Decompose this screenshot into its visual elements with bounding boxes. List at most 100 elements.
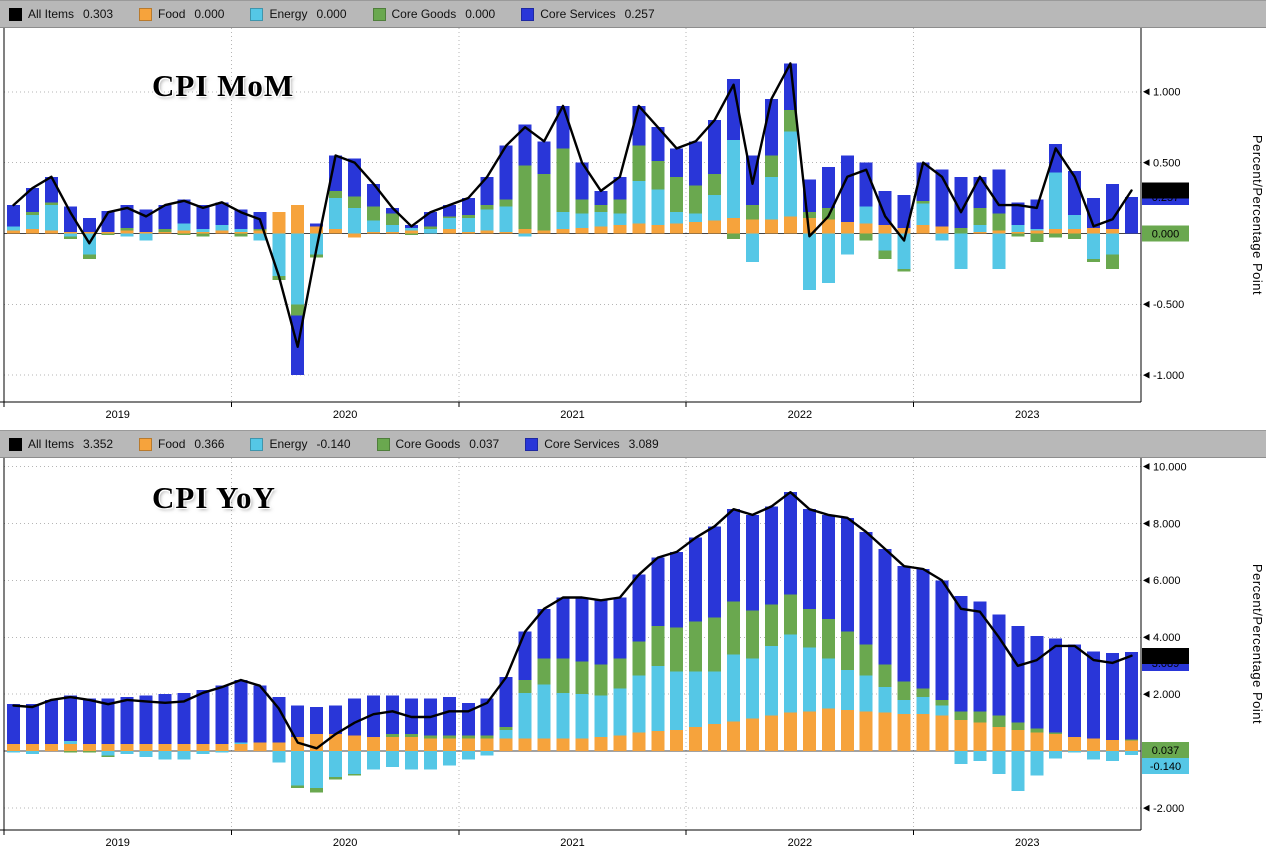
bar-segment-food bbox=[556, 738, 570, 752]
bar-segment-food bbox=[1049, 734, 1063, 752]
y-tick-label: 2.000 bbox=[1153, 689, 1181, 701]
bar-segment-food bbox=[120, 744, 134, 752]
bar-segment-energy bbox=[291, 751, 305, 786]
bar-segment-energy bbox=[196, 751, 210, 755]
bar-segment-food bbox=[158, 232, 172, 234]
legend-item-all-items: All Items 3.352 bbox=[9, 437, 113, 451]
value-badge--0140 bbox=[1142, 758, 1189, 775]
bar-segment-core-services bbox=[1011, 625, 1025, 723]
legend-item-core-services: Core Services 3.089 bbox=[525, 437, 659, 451]
bar-segment-core-services bbox=[63, 695, 77, 742]
core-goods-swatch-icon bbox=[376, 437, 390, 451]
legend-label: Food bbox=[158, 7, 186, 21]
bar-segment-energy bbox=[632, 181, 646, 224]
bar-segment-food bbox=[594, 226, 608, 234]
bar-segment-food bbox=[594, 736, 608, 752]
bar-segment-core-services bbox=[215, 685, 229, 745]
bar-segment-core-goods bbox=[935, 699, 949, 706]
bar-segment-core-services bbox=[689, 141, 703, 186]
bar-segment-core-services bbox=[708, 526, 722, 618]
bar-segment-energy bbox=[367, 751, 381, 770]
bar-segment-core-goods bbox=[878, 664, 892, 688]
bar-segment-core-services bbox=[101, 698, 115, 745]
bar-segment-core-services bbox=[613, 176, 627, 200]
legend-value: 0.257 bbox=[624, 7, 655, 21]
bar-segment-energy bbox=[44, 205, 58, 231]
bar-segment-food bbox=[310, 226, 324, 234]
bar-segment-core-goods bbox=[1011, 722, 1025, 730]
bar-segment-energy bbox=[708, 195, 722, 221]
y-tick-label: 1.000 bbox=[1153, 87, 1181, 99]
bar-segment-food bbox=[329, 229, 343, 234]
bar-segment-core-services bbox=[461, 702, 475, 736]
panel-cpi-yoy: All Items 3.352 Food 0.366 Energy -0.140 Core … bbox=[0, 430, 1266, 850]
tick-arrow-icon bbox=[1143, 88, 1150, 96]
bar-segment-energy bbox=[1068, 751, 1082, 753]
bar-segment-food bbox=[82, 744, 96, 752]
bar-segment-core-goods bbox=[840, 631, 854, 671]
bar-segment-core-goods bbox=[802, 608, 816, 648]
tick-arrow-icon bbox=[1143, 577, 1150, 584]
bar-segment-core-goods bbox=[423, 226, 437, 230]
all-items-line bbox=[12, 62, 1133, 348]
value-badge-0037 bbox=[1142, 742, 1189, 759]
bar-segment-energy bbox=[840, 670, 854, 710]
legend-value: 3.352 bbox=[83, 437, 114, 451]
bar-segment-energy bbox=[404, 227, 418, 231]
bar-segment-food bbox=[518, 738, 532, 752]
bar-segment-core-services bbox=[253, 685, 267, 743]
bar-segment-energy bbox=[651, 665, 665, 732]
legend-label: All Items bbox=[28, 437, 75, 451]
bar-segment-energy bbox=[973, 224, 987, 232]
bar-segment-energy bbox=[556, 212, 570, 230]
bar-segment-core-services bbox=[821, 166, 835, 208]
bar-segment-energy bbox=[348, 207, 362, 234]
bar-segment-food bbox=[859, 711, 873, 752]
bar-segment-energy bbox=[348, 751, 362, 774]
bar-segment-core-services bbox=[859, 532, 873, 645]
bar-segment-food bbox=[897, 714, 911, 752]
bar-segment-core-goods bbox=[518, 165, 532, 230]
bar-segment-food bbox=[442, 738, 456, 752]
bar-segment-food bbox=[1106, 739, 1120, 752]
bar-segment-energy bbox=[746, 658, 760, 719]
bar-segment-food bbox=[1068, 736, 1082, 752]
bar-segment-food bbox=[992, 230, 1006, 234]
energy-swatch-icon bbox=[250, 437, 264, 451]
bar-segment-energy bbox=[613, 688, 627, 736]
bar-segment-core-services bbox=[310, 707, 324, 735]
bar-segment-food bbox=[6, 230, 20, 234]
bar-segment-core-services bbox=[310, 223, 324, 227]
bar-segment-energy bbox=[461, 217, 475, 232]
stacked-bars bbox=[6, 63, 1139, 376]
bar-segment-food bbox=[821, 708, 835, 752]
bar-segment-energy bbox=[935, 705, 949, 716]
bar-segment-energy bbox=[480, 209, 494, 231]
bar-segment-energy bbox=[575, 213, 589, 228]
bar-segment-energy bbox=[897, 233, 911, 269]
bar-segment-energy bbox=[954, 233, 968, 269]
bar-segment-energy bbox=[215, 224, 229, 231]
food-swatch-icon bbox=[139, 7, 153, 21]
bar-segment-core-services bbox=[461, 198, 475, 215]
bar-segment-core-goods bbox=[291, 304, 305, 316]
bar-segment-core-goods bbox=[385, 213, 399, 225]
bar-segment-energy bbox=[63, 233, 77, 237]
bar-segment-core-goods bbox=[878, 250, 892, 259]
all-items-swatch-icon bbox=[9, 437, 22, 451]
bar-segment-core-goods bbox=[82, 751, 96, 753]
bar-segment-food bbox=[1049, 229, 1063, 234]
bar-segment-core-goods bbox=[423, 735, 437, 739]
value-badge-text: 0.037 bbox=[1152, 745, 1180, 757]
bar-segment-energy bbox=[442, 217, 456, 230]
bar-segment-core-goods bbox=[310, 788, 324, 793]
bar-segment-core-services bbox=[575, 597, 589, 662]
bar-segment-core-services bbox=[367, 695, 381, 737]
bar-segment-core-services bbox=[499, 677, 513, 727]
bar-segment-food bbox=[158, 744, 172, 752]
bar-segment-core-goods bbox=[158, 229, 172, 232]
bar-segment-core-services bbox=[537, 608, 551, 659]
bar-segment-energy bbox=[158, 751, 172, 760]
bar-segment-core-goods bbox=[556, 658, 570, 693]
bar-segment-food bbox=[234, 232, 248, 234]
